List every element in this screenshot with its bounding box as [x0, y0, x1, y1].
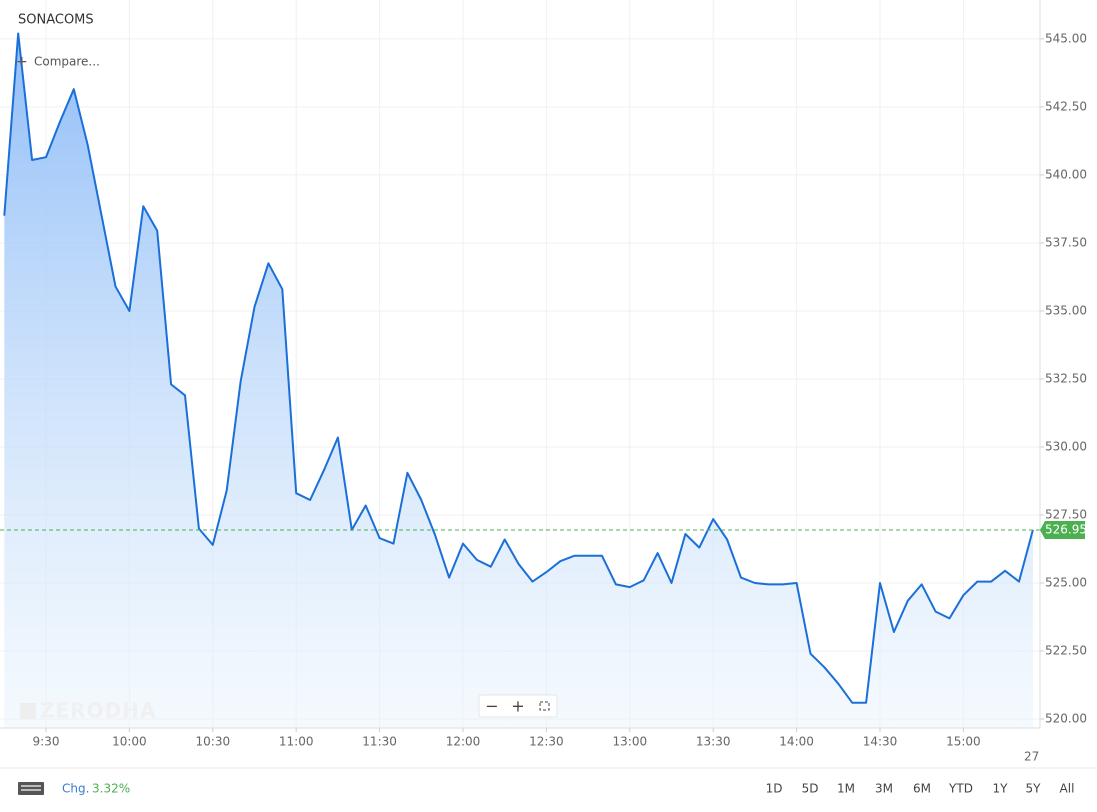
y-tick-label: 522.50 — [1045, 644, 1087, 658]
change-value: 3.32% — [92, 782, 130, 796]
x-edge-label: 27 — [1024, 750, 1039, 764]
period-button[interactable]: 5D — [802, 782, 819, 796]
x-tick-label: 13:30 — [696, 735, 731, 749]
period-button[interactable]: 5Y — [1026, 782, 1042, 796]
x-tick-label: 12:00 — [446, 735, 481, 749]
compare-icon: + — [16, 54, 28, 70]
compare-button[interactable]: + Compare... — [16, 54, 100, 70]
fullscreen[interactable] — [539, 701, 550, 711]
x-tick-label: 10:30 — [196, 735, 231, 749]
last-price-label: 526.95 — [1045, 522, 1087, 536]
x-tick-label: 13:00 — [613, 735, 648, 749]
x-tick-label: 11:30 — [362, 735, 397, 749]
period-button[interactable]: 1Y — [993, 782, 1009, 796]
period-button[interactable]: 1D — [766, 782, 783, 796]
x-tick-label: 12:30 — [529, 735, 564, 749]
x-tick-label: 15:00 — [946, 735, 981, 749]
x-tick-label: 14:00 — [779, 735, 814, 749]
period-button[interactable]: 6M — [913, 782, 931, 796]
period-button[interactable]: All — [1060, 782, 1075, 796]
zoom-in[interactable]: + — [511, 697, 524, 716]
watermark: ZERODHA — [40, 699, 156, 723]
zoom-out[interactable]: − — [485, 697, 498, 716]
period-button[interactable]: YTD — [948, 782, 973, 796]
x-tick-label: 9:30 — [33, 735, 60, 749]
period-button[interactable]: 1M — [837, 782, 855, 796]
x-tick-label: 11:00 — [279, 735, 314, 749]
y-tick-label: 527.50 — [1045, 507, 1087, 521]
x-tick-label: 10:00 — [112, 735, 147, 749]
y-tick-label: 537.50 — [1045, 235, 1087, 249]
area — [4, 33, 1033, 728]
change-label: Chg. — [62, 782, 89, 796]
y-tick-label: 545.00 — [1045, 31, 1087, 45]
keyboard-icon[interactable] — [18, 782, 44, 795]
x-tick-label: 14:30 — [863, 735, 898, 749]
zoom-controls — [478, 694, 558, 718]
watermark-logo — [20, 703, 36, 719]
y-tick-label: 532.50 — [1045, 371, 1087, 385]
compare-label: Compare... — [34, 55, 100, 69]
y-tick-label: 520.00 — [1045, 712, 1087, 726]
y-tick-label: 540.00 — [1045, 167, 1087, 181]
last-price-tag — [1040, 520, 1085, 539]
y-tick-label: 530.00 — [1045, 439, 1087, 453]
y-tick-label: 535.00 — [1045, 303, 1087, 317]
y-tick-label: 525.00 — [1045, 575, 1087, 589]
y-tick-label: 542.50 — [1045, 99, 1087, 113]
period-button[interactable]: 3M — [875, 782, 893, 796]
chart-title: SONACOMS — [18, 13, 94, 28]
price-line — [3, 32, 1034, 704]
